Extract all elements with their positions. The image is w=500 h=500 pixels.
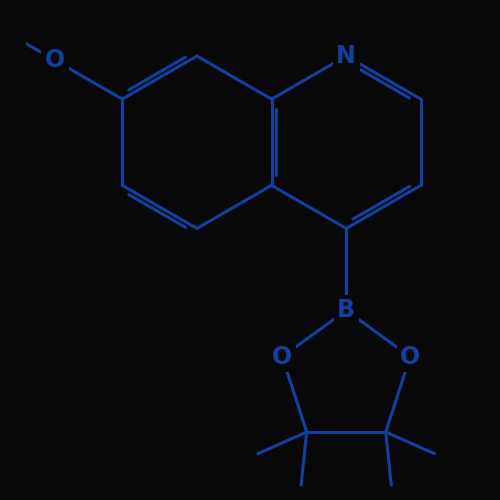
Text: O: O <box>400 345 420 369</box>
Text: B: B <box>337 298 355 322</box>
Text: O: O <box>272 345 292 369</box>
Text: N: N <box>336 44 356 68</box>
Text: O: O <box>45 48 65 72</box>
